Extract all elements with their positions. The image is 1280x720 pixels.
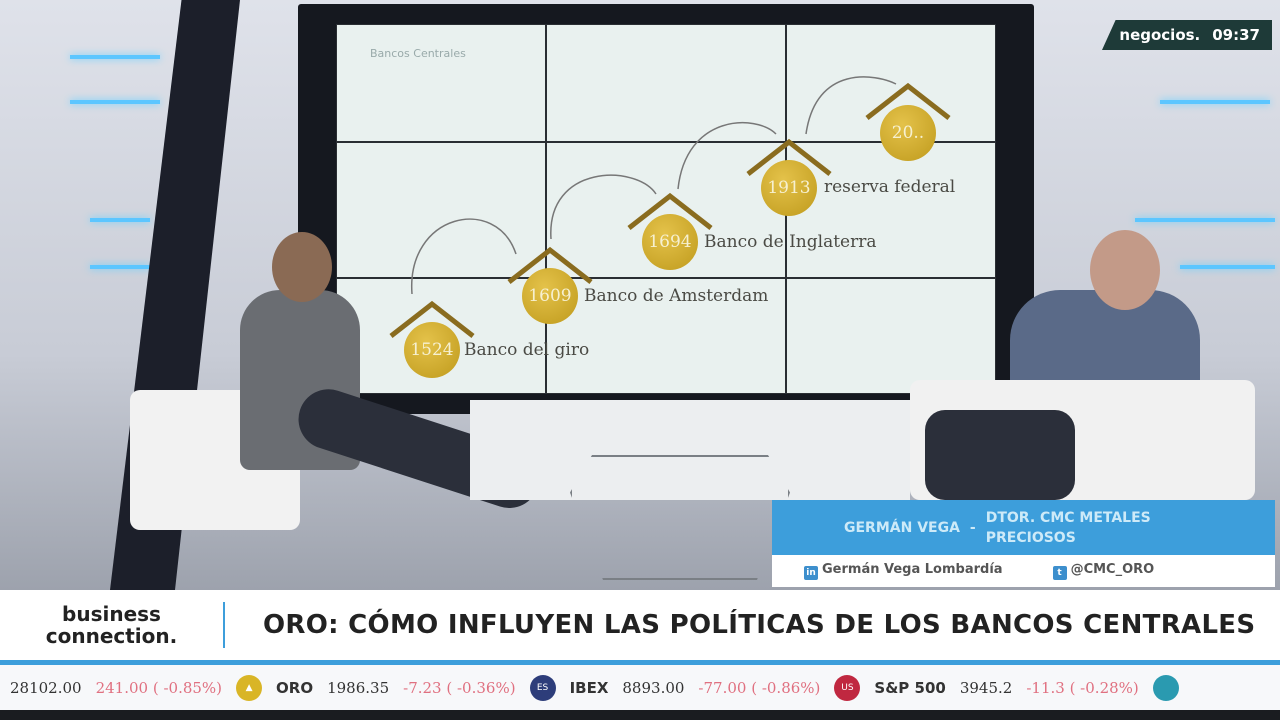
slide-title: Bancos Centrales [370,47,466,60]
timeline-coin: 1913 [761,160,817,216]
ticker-name: ORO [276,678,314,697]
ticker-value: 28102.00 [10,678,82,697]
guest-title-1: DTOR. CMC METALES [985,509,1151,526]
channel-name: negocios. [1119,26,1201,44]
timeline-label: Banco del giro [464,340,590,360]
ticker-change: 241.00 ( -0.85%) [95,678,223,697]
twitter-handle: @CMC_ORO [1070,562,1155,577]
bottom-bar [0,710,1280,720]
timeline-label: Banco de Amsterdam [584,286,769,306]
led-strip [70,55,160,59]
guest-head [1090,230,1160,310]
studio-desk [470,400,910,500]
channel-logo: negocios. 09:37 [1102,20,1272,50]
twitter-icon: t [1052,566,1067,580]
guest-title-2: PRECIOSOS [985,529,1076,546]
headline: ORO: CÓMO INFLUYEN LAS POLÍTICAS DE LOS … [263,610,1256,640]
timeline-arrows [389,76,951,338]
program-logo-line2: connection. [45,624,178,648]
led-strip [1160,100,1270,104]
led-strip [70,100,160,104]
led-strip [1180,265,1275,269]
ticker-value: 1986.35 [327,678,390,697]
lower-third: GERMÁN VEGA - DTOR. CMC METALES PRECIOSOS… [772,500,1275,587]
ticker-value: 3945.2 [959,678,1013,697]
separator: - [969,519,976,536]
glass-table [570,455,790,580]
timeline-coin: 20.. [880,105,936,161]
ticker-change: -77.00 ( -0.86%) [698,678,821,697]
headline-banner: business connection. ORO: CÓMO INFLUYEN … [0,590,1280,660]
next-index-icon [1152,674,1179,701]
sp500-icon: US [834,674,861,701]
guest-name: GERMÁN VEGA [844,519,960,536]
timeline-coin: 1524 [404,322,460,378]
led-strip [90,218,150,222]
timeline-coin: 1609 [522,268,578,324]
clock: 09:37 [1212,26,1260,44]
ticker-divider [0,660,1280,665]
led-strip [1135,218,1275,222]
ticker-change: -7.23 ( -0.36%) [403,678,516,697]
ibex-icon: ES [529,674,556,701]
linkedin-icon: in [804,566,818,580]
ticker-value: 8893.00 [622,678,685,697]
ticker-change: -11.3 ( -0.28%) [1026,678,1139,697]
timeline-coin: 1694 [642,214,698,270]
led-strip [90,265,150,269]
gold-icon: ▲ [236,674,263,701]
host-head [272,232,332,302]
ticker-name: IBEX [569,678,609,697]
timeline-label: Banco de Inglaterra [704,232,877,252]
program-logo: business connection. [0,602,225,648]
guest-legs [925,410,1075,500]
program-logo-line1: business [62,602,161,626]
timeline-label: reserva federal [824,177,956,197]
linkedin-handle: Germán Vega Lombardía [822,562,1003,577]
stock-ticker: 28102.00 241.00 ( -0.85%) ▲ ORO 1986.35 … [0,665,1280,710]
ticker-name: S&P 500 [874,678,946,697]
